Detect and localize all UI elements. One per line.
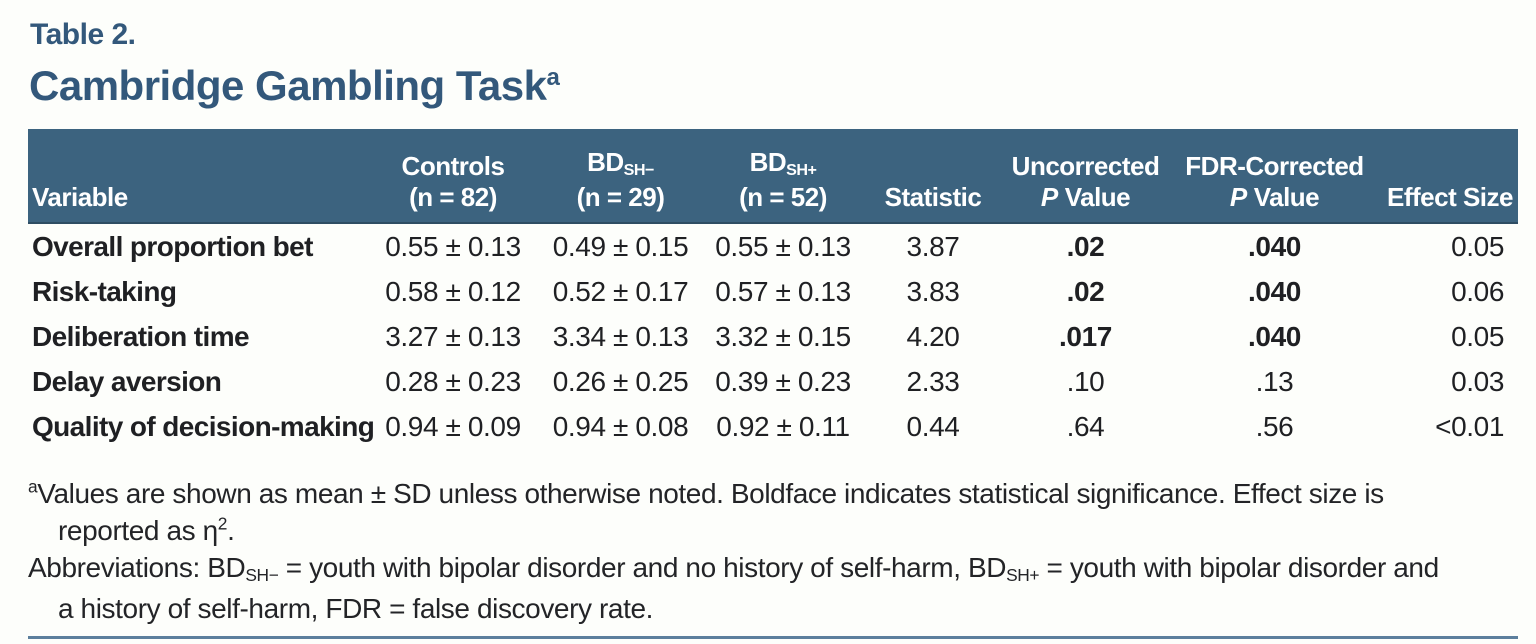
cell-bd-sh-plus: 0.55 ± 0.13	[715, 230, 851, 262]
cell-statistic: 3.87	[906, 230, 960, 262]
cell-bd-sh-minus: 0.49 ± 0.15	[552, 230, 689, 262]
table-row: Risk-taking 0.58 ± 0.12 0.52 ± 0.17 0.57…	[28, 269, 1518, 314]
page-title-text: Cambridge Gambling Task	[29, 62, 547, 109]
cell-statistic: 0.44	[906, 410, 960, 442]
cell-statistic: 3.83	[906, 275, 960, 307]
cell-fdr-p: .040	[1248, 320, 1301, 352]
results-table: Variable Controls (n = 82) BDSH− (n = 29…	[28, 129, 1518, 449]
superscript-2: 2	[217, 513, 228, 534]
cell-variable: Quality of decision-making	[32, 410, 375, 442]
bottom-rule	[28, 636, 1518, 639]
table-body: Overall proportion bet 0.55 ± 0.13 0.49 …	[28, 223, 1518, 449]
cell-bd-sh-minus: 0.52 ± 0.17	[552, 275, 689, 307]
cell-controls: 0.58 ± 0.12	[385, 275, 521, 307]
page-title: Cambridge Gambling Taska	[29, 62, 1536, 110]
footnote-marker: a	[28, 476, 38, 497]
footnote-values-line2: reported as η2.	[58, 513, 235, 546]
table-label: Table 2.	[30, 18, 136, 51]
footnote-values-line1: aValues are shown as mean ± SD unless ot…	[28, 476, 1384, 509]
cell-bd-sh-plus: 0.39 ± 0.23	[715, 365, 851, 397]
cell-uncorrected-p: .02	[1066, 230, 1105, 262]
cell-statistic: 2.33	[906, 365, 960, 397]
footnotes: aValues are shown as mean ± SD unless ot…	[28, 475, 1536, 627]
cell-effect-size: 0.05	[1451, 230, 1504, 262]
cell-effect-size: 0.03	[1451, 365, 1504, 397]
cell-statistic: 4.20	[906, 320, 960, 352]
cell-controls: 0.28 ± 0.23	[385, 365, 521, 397]
footnote-abbreviations-line1: Abbreviations: BDSH− = youth with bipola…	[28, 552, 1439, 585]
cell-effect-size: 0.06	[1451, 275, 1504, 307]
cell-uncorrected-p: .017	[1059, 320, 1112, 352]
cell-controls: 3.27 ± 0.13	[385, 320, 521, 352]
table-header-row: Variable Controls (n = 82) BDSH− (n = 29…	[28, 129, 1518, 224]
column-header-uncorrected-p: Uncorrected P Value	[1003, 129, 1168, 224]
table-row: Quality of decision-making 0.94 ± 0.09 0…	[28, 404, 1518, 449]
column-header-fdr-corrected-p: FDR-Corrected P Value	[1168, 129, 1381, 224]
cell-bd-sh-minus: 3.34 ± 0.13	[552, 320, 689, 352]
cell-bd-sh-minus: 0.94 ± 0.08	[552, 410, 689, 442]
table-header: Variable Controls (n = 82) BDSH− (n = 29…	[28, 129, 1518, 224]
cell-effect-size: <0.01	[1435, 410, 1504, 442]
table-row: Overall proportion bet 0.55 ± 0.13 0.49 …	[28, 223, 1518, 269]
table-row: Delay aversion 0.28 ± 0.23 0.26 ± 0.25 0…	[28, 359, 1518, 404]
cell-bd-sh-minus: 0.26 ± 0.25	[552, 365, 689, 397]
cell-fdr-p: .13	[1255, 365, 1294, 397]
footnote-abbreviations-line2: a history of self-harm, FDR = false disc…	[58, 593, 654, 624]
cell-fdr-p: .040	[1248, 230, 1301, 262]
subscript-sh-plus: SH+	[1006, 564, 1040, 585]
subscript-sh-minus: SH−	[245, 564, 279, 585]
cell-uncorrected-p: .64	[1066, 410, 1105, 442]
cell-uncorrected-p: .10	[1066, 365, 1105, 397]
cell-effect-size: 0.05	[1451, 320, 1504, 352]
column-header-statistic: Statistic	[863, 129, 1003, 224]
subscript-sh-plus: SH+	[786, 160, 817, 179]
table-row: Deliberation time 3.27 ± 0.13 3.34 ± 0.1…	[28, 314, 1518, 359]
cell-variable: Delay aversion	[32, 365, 222, 397]
column-header-effect-size: Effect Size	[1381, 129, 1518, 224]
subscript-sh-minus: SH−	[623, 160, 655, 179]
column-header-controls: Controls (n = 82)	[368, 129, 538, 224]
column-header-bd-sh-plus: BDSH+ (n = 52)	[703, 129, 863, 224]
cell-fdr-p: .56	[1255, 410, 1294, 442]
cell-variable: Overall proportion bet	[32, 230, 313, 262]
column-header-variable: Variable	[28, 129, 368, 224]
cell-bd-sh-plus: 0.57 ± 0.13	[715, 275, 851, 307]
title-footnote-marker: a	[546, 64, 560, 91]
cell-controls: 0.94 ± 0.09	[385, 410, 521, 442]
cell-bd-sh-plus: 3.32 ± 0.15	[715, 320, 851, 352]
cell-variable: Deliberation time	[32, 320, 250, 352]
cell-bd-sh-plus: 0.92 ± 0.11	[716, 410, 850, 442]
cell-uncorrected-p: .02	[1066, 275, 1105, 307]
cell-controls: 0.55 ± 0.13	[385, 230, 521, 262]
cell-variable: Risk-taking	[32, 275, 177, 307]
column-header-bd-sh-minus: BDSH− (n = 29)	[538, 129, 703, 224]
cell-fdr-p: .040	[1248, 275, 1301, 307]
